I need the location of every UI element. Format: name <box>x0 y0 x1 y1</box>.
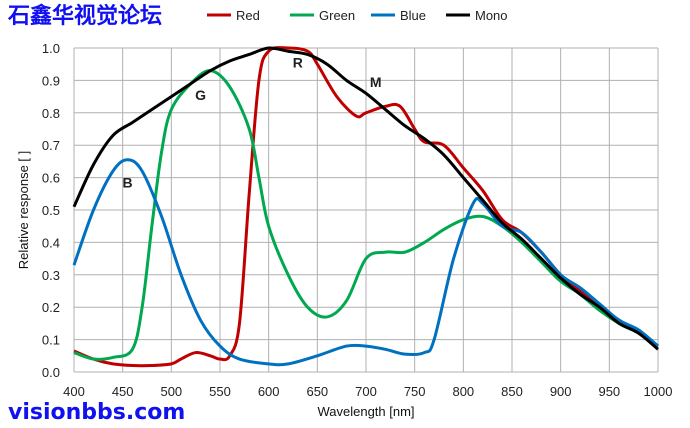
y-tick-label: 0.4 <box>42 235 60 250</box>
legend-label-mono: Mono <box>475 8 508 23</box>
y-tick-label: 0.5 <box>42 203 60 218</box>
watermark-chinese: 石鑫华视觉论坛 <box>8 4 163 29</box>
y-tick-labels: 0.0 0.1 0.2 0.3 0.4 0.5 0.6 0.7 0.8 0.9 1.0 <box>42 41 60 380</box>
x-tick-label: 950 <box>598 384 620 399</box>
curve-label-B: B <box>122 174 132 190</box>
y-tick-label: 1.0 <box>42 41 60 56</box>
y-tick-label: 0.1 <box>42 333 60 348</box>
x-axis-label: Wavelength [nm] <box>317 404 414 419</box>
x-tick-labels: 400 450 500 550 600 650 700 750 800 850 900 950 1000 <box>63 384 672 399</box>
x-tick-label: 800 <box>452 384 474 399</box>
series-line-blue <box>72 158 659 367</box>
x-tick-label: 650 <box>306 384 328 399</box>
y-tick-label: 0.3 <box>42 268 60 283</box>
y-tick-label: 0.9 <box>42 73 60 88</box>
legend-label-green: Green <box>319 8 355 23</box>
y-tick-label: 0.6 <box>42 171 60 186</box>
y-tick-label: 0.0 <box>42 365 60 380</box>
grid <box>73 47 659 373</box>
legend: Red Green Blue Mono <box>207 8 508 23</box>
curve-labels: B G R M <box>122 54 381 190</box>
x-tick-label: 400 <box>63 384 85 399</box>
x-tick-label: 850 <box>501 384 523 399</box>
x-tick-label: 450 <box>112 384 134 399</box>
legend-label-blue: Blue <box>400 8 426 23</box>
y-tick-label: 0.7 <box>42 138 60 153</box>
curve-label-M: M <box>370 74 382 90</box>
series-line-green <box>73 69 659 361</box>
series-line-mono <box>72 46 659 351</box>
curve-label-G: G <box>195 87 206 103</box>
x-tick-label: 750 <box>404 384 426 399</box>
y-tick-label: 0.2 <box>42 300 60 315</box>
watermark-url: visionbbs.com <box>8 400 186 425</box>
x-tick-label: 500 <box>160 384 182 399</box>
x-tick-label: 600 <box>258 384 280 399</box>
y-axis-label: Relative response [ ] <box>16 151 31 270</box>
x-tick-label: 900 <box>550 384 572 399</box>
x-tick-label: 1000 <box>644 384 673 399</box>
y-tick-label: 0.8 <box>42 106 60 121</box>
series-lines <box>72 46 659 368</box>
x-tick-label: 700 <box>355 384 377 399</box>
x-tick-label: 550 <box>209 384 231 399</box>
legend-label-red: Red <box>236 8 260 23</box>
curve-label-R: R <box>293 54 303 70</box>
